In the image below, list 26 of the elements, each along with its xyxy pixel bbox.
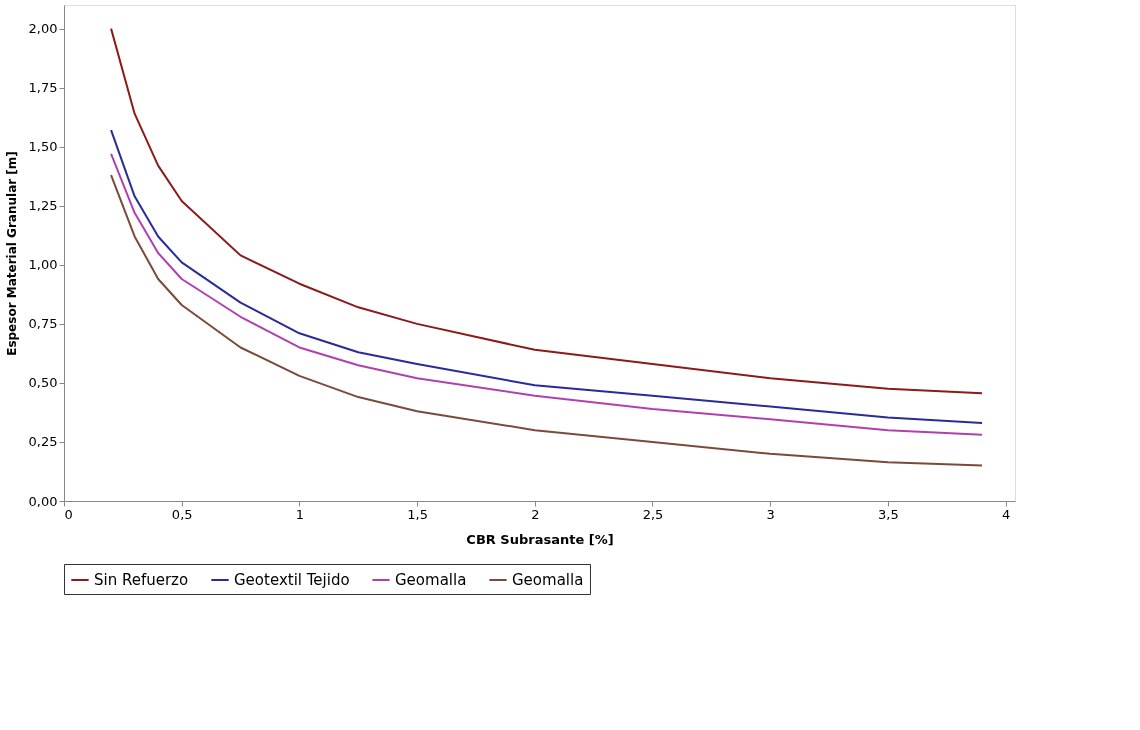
y-tick-label: 1,50 (28, 139, 58, 155)
legend-label: Geomalla (395, 571, 467, 589)
y-tick-label: 0,00 (28, 493, 58, 509)
x-tick-label: 0 (64, 506, 73, 522)
x-tick-label: 4 (1001, 506, 1011, 522)
y-tick-label: 1,25 (28, 198, 58, 214)
y-tick-label: 1,00 (28, 257, 58, 273)
x-tick-label: 2 (531, 506, 540, 522)
x-tick-label: 1 (295, 506, 305, 522)
legend-label: Geotextil Tejido (234, 571, 350, 589)
y-tick-label: 0,75 (28, 316, 58, 332)
x-tick-label: 1,5 (407, 506, 428, 522)
legend-label: Sin Refuerzo (94, 571, 189, 589)
x-axis-title: CBR Subrasante [%] (466, 531, 614, 547)
x-tick-label: 3,5 (878, 506, 899, 522)
y-axis-title: Espesor Material Granular [m] (4, 151, 19, 356)
x-tick-label: 2,5 (642, 506, 664, 522)
y-tick-label: 0,25 (28, 434, 58, 450)
line-series (110, 27, 984, 395)
y-tick-label: 0,50 (28, 375, 58, 391)
y-tick-label: 1,75 (28, 80, 58, 96)
legend-label: Geomalla (512, 571, 584, 589)
x-tick-label: 0,5 (171, 506, 193, 522)
line-series (110, 174, 984, 467)
x-tick-label: 3 (766, 506, 775, 522)
y-tick-label: 2,00 (28, 21, 58, 37)
